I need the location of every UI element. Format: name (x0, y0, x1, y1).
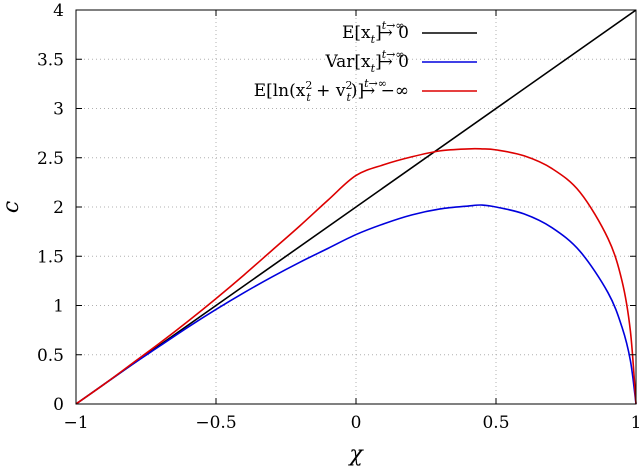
series-lines (75, 9, 637, 405)
y-tick-label: 2 (53, 198, 64, 218)
legend-text-part: t→∞ (382, 19, 405, 32)
legend-text-part: 0 (393, 23, 409, 43)
legend-entry: E[xt]t→∞→ 0 (342, 19, 409, 46)
series-mean-line (75, 9, 637, 405)
y-axis-label: c (0, 201, 24, 213)
series-variance-line (75, 204, 637, 405)
legend-text-part: → (361, 81, 375, 101)
x-tick-label: 0.5 (482, 413, 509, 433)
series-log-line (75, 147, 637, 405)
x-tick-label: −1 (63, 413, 88, 433)
legend-text-part: −∞ (375, 81, 409, 101)
y-tick-label: 1.5 (37, 247, 64, 267)
y-tick-label: 0.5 (37, 346, 64, 366)
y-tick-label: 3 (53, 100, 64, 120)
legend-text-part: Var[x (324, 52, 371, 72)
x-tick-label: 0 (351, 413, 362, 433)
legend-text-part: t (346, 91, 351, 104)
y-tick-label: 2.5 (37, 149, 64, 169)
legend-text-part: ] (375, 23, 382, 43)
x-tick-label: 1 (631, 413, 640, 433)
legend-text-part: 2 (345, 79, 352, 92)
legend-text-part: )] (351, 81, 364, 101)
legend-text-part: t (371, 33, 376, 46)
y-tick-label: 1 (53, 297, 64, 317)
legend-text-part: t→∞ (364, 77, 387, 90)
legend-text-part: t→∞ (382, 48, 405, 61)
y-tick-label: 0 (53, 395, 64, 415)
legend-text-part: E[x (342, 23, 371, 43)
legend-text-part: 2 (305, 79, 312, 92)
legend-text-part: → (379, 23, 393, 43)
legend-entry: E[ln(x2 t + v2 t)]t→∞→ −∞ (254, 77, 409, 104)
legend-text-part: t (306, 91, 311, 104)
x-tick-label: −0.5 (195, 413, 236, 433)
y-tick-label: 4 (53, 1, 64, 21)
legend-text-part: ] (375, 52, 382, 72)
legend-text-part: → (379, 52, 393, 72)
x-tick-labels: −1 −0.5 0 0.5 1 (63, 413, 640, 433)
y-tick-labels: 0 0.5 1 1.5 2 2.5 3 3.5 4 (37, 1, 64, 415)
legend-entry: Var[xt]t→∞→ 0 (324, 48, 409, 75)
y-tick-label: 3.5 (37, 50, 64, 70)
legend-text-part: E[ln(x (254, 81, 306, 101)
axis-ticks (75, 9, 637, 405)
legend-text-part: + v (311, 81, 346, 101)
legend-text-part: 0 (393, 52, 409, 72)
x-axis-label: χ (347, 442, 364, 467)
legend-text-part: t (371, 62, 376, 75)
